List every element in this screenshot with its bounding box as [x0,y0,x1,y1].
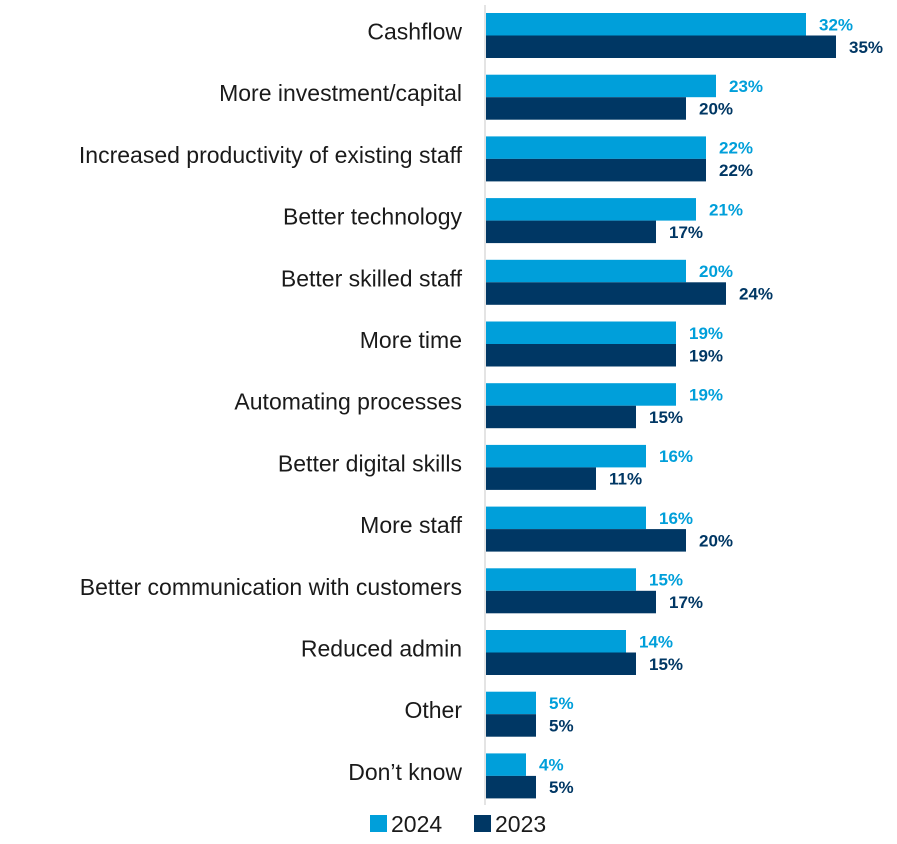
bar-2023-more-staff [486,529,686,552]
bar-2023-better-technology [486,220,656,244]
data-label-2023-cashflow: 35% [849,38,883,57]
bar-2023-cashflow [486,35,836,58]
bar-2023-increased-productivity-of-existing-staff [486,158,706,182]
bar-2023-better-communication-with-customers [486,590,656,614]
data-label-2024-automating-processes: 19% [689,385,723,404]
data-label-2024-other: 5% [549,694,574,713]
category-label-better-skilled-staff: Better skilled staff [281,265,463,291]
category-label-don-t-know: Don’t know [348,759,462,785]
data-label-2024-better-technology: 21% [709,200,743,219]
data-label-2023-automating-processes: 15% [649,408,683,427]
bar-2023-better-skilled-staff [486,282,726,305]
legend-swatch-2024 [370,815,387,832]
category-label-reduced-admin: Reduced admin [301,636,462,662]
bar-2023-automating-processes [486,405,636,429]
bar-2023-more-time [486,344,676,367]
category-label-other: Other [404,697,462,723]
data-label-2023-better-skilled-staff: 24% [739,285,773,304]
bar-2024-other [486,691,536,715]
data-label-2024-more-time: 19% [689,324,723,343]
data-label-2024-cashflow: 32% [819,15,853,34]
bar-2024-don-t-know [486,753,526,776]
bar-2023-more-investment-capital [486,97,686,120]
data-label-2023-more-investment-capital: 20% [699,99,733,118]
bar-2023-don-t-know [486,775,536,799]
bar-2024-better-technology [486,198,696,221]
data-label-2024-better-communication-with-customers: 15% [649,571,683,590]
category-label-cashflow: Cashflow [367,19,462,45]
data-label-2023-reduced-admin: 15% [649,655,683,674]
data-label-2023-increased-productivity-of-existing-staff: 22% [719,161,753,180]
data-label-2024-more-staff: 16% [659,509,693,528]
category-label-increased-productivity-of-existing-staff: Increased productivity of existing staff [79,142,463,168]
category-label-better-digital-skills: Better digital skills [278,450,462,476]
data-label-2024-reduced-admin: 14% [639,632,673,651]
category-label-more-investment-capital: More investment/capital [219,80,462,106]
legend-swatch-2023 [474,815,491,832]
data-label-2023-better-digital-skills: 11% [609,470,642,489]
bar-2024-more-staff [486,506,646,530]
data-label-2024-don-t-know: 4% [539,756,564,775]
bar-2023-reduced-admin [486,652,636,675]
data-label-2024-better-skilled-staff: 20% [699,262,733,281]
data-label-2023-better-communication-with-customers: 17% [669,593,703,612]
bar-2023-other [486,714,536,737]
data-label-2024-increased-productivity-of-existing-staff: 22% [719,139,753,158]
category-label-better-communication-with-customers: Better communication with customers [80,574,462,600]
bar-2024-better-skilled-staff [486,259,686,283]
bar-2024-more-time [486,321,676,344]
legend-label-2024: 2024 [391,811,442,837]
bar-2024-better-communication-with-customers [486,568,636,591]
bar-2024-increased-productivity-of-existing-staff [486,136,706,159]
bar-2024-automating-processes [486,383,676,406]
data-label-2024-more-investment-capital: 23% [729,77,763,96]
category-label-automating-processes: Automating processes [234,389,462,415]
category-label-more-staff: More staff [360,512,462,538]
bar-2023-better-digital-skills [486,467,596,490]
data-label-2023-other: 5% [549,716,574,735]
bar-2024-cashflow [486,13,806,36]
category-label-better-technology: Better technology [283,204,463,230]
data-label-2024-better-digital-skills: 16% [659,447,693,466]
data-label-2023-more-staff: 20% [699,531,733,550]
bar-2024-better-digital-skills [486,444,646,468]
bar-2024-more-investment-capital [486,74,716,98]
data-label-2023-better-technology: 17% [669,223,703,242]
data-label-2023-more-time: 19% [689,346,723,365]
legend-label-2023: 2023 [495,811,546,837]
bar-2024-reduced-admin [486,630,626,653]
data-label-2023-don-t-know: 5% [549,778,574,797]
category-label-more-time: More time [360,327,462,353]
